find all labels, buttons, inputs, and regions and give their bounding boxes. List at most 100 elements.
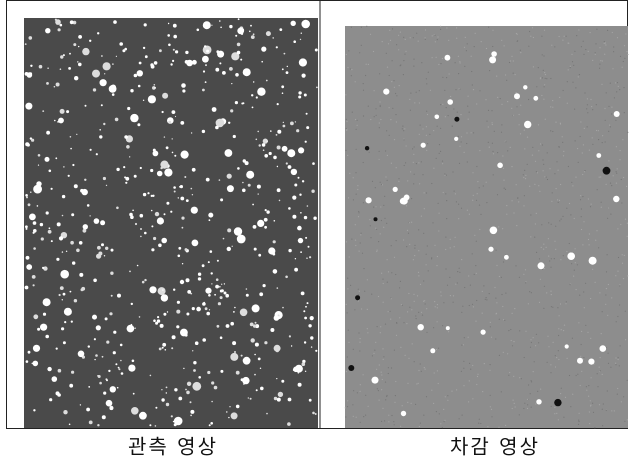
star	[547, 179, 548, 180]
star	[468, 275, 469, 276]
star	[538, 342, 539, 343]
star	[432, 35, 433, 36]
star	[357, 125, 358, 126]
star	[287, 149, 295, 157]
star	[363, 90, 364, 91]
star	[583, 144, 584, 145]
star	[119, 42, 123, 46]
star	[540, 77, 541, 78]
star	[162, 343, 166, 347]
star	[82, 48, 89, 55]
star	[467, 210, 468, 211]
star	[586, 390, 587, 391]
star	[38, 165, 39, 166]
star	[259, 144, 261, 146]
star	[458, 218, 459, 219]
star	[401, 304, 402, 305]
star	[589, 257, 597, 265]
star	[92, 315, 97, 320]
star	[426, 264, 427, 265]
star	[363, 202, 364, 203]
star	[476, 200, 477, 201]
star	[608, 353, 609, 354]
star	[269, 152, 272, 155]
star	[367, 328, 368, 329]
star	[438, 64, 439, 65]
star	[558, 202, 559, 203]
star	[115, 118, 119, 122]
star	[429, 134, 430, 135]
star	[538, 124, 539, 125]
star	[31, 139, 34, 142]
star	[600, 370, 601, 371]
star	[71, 321, 73, 323]
star	[74, 76, 78, 80]
star	[602, 374, 603, 375]
star	[186, 278, 190, 282]
star	[401, 411, 406, 416]
star	[460, 114, 461, 115]
star	[125, 177, 129, 181]
star	[569, 243, 570, 244]
star	[436, 158, 437, 159]
star	[513, 73, 514, 74]
star	[398, 181, 399, 182]
star	[498, 226, 499, 227]
star	[355, 224, 356, 225]
star	[220, 296, 223, 299]
star	[440, 63, 441, 64]
star	[617, 388, 618, 389]
star	[597, 189, 598, 190]
star	[554, 258, 555, 259]
star	[485, 299, 486, 300]
star	[581, 344, 582, 345]
star	[419, 134, 420, 135]
star	[543, 244, 544, 245]
star	[361, 27, 362, 28]
star	[613, 196, 619, 202]
star	[391, 81, 392, 82]
star	[444, 173, 445, 174]
star	[93, 88, 96, 91]
star	[433, 130, 434, 131]
star	[584, 307, 585, 308]
star	[503, 180, 504, 181]
star	[361, 233, 362, 234]
star	[568, 43, 569, 44]
star	[157, 171, 163, 177]
star	[99, 382, 102, 385]
star	[33, 247, 36, 250]
star	[574, 51, 575, 52]
star	[267, 141, 268, 142]
star	[437, 256, 438, 257]
star	[544, 286, 545, 287]
star	[431, 390, 432, 391]
star	[511, 313, 512, 314]
star	[345, 407, 346, 408]
star	[588, 359, 594, 365]
star	[272, 37, 274, 39]
star	[560, 123, 561, 124]
star	[350, 68, 351, 69]
star	[125, 182, 127, 184]
star	[409, 99, 410, 100]
star	[230, 353, 238, 361]
star	[116, 207, 119, 210]
star	[589, 423, 590, 424]
star	[254, 248, 257, 251]
star	[421, 216, 422, 217]
star	[382, 379, 383, 380]
star	[567, 81, 568, 82]
star	[390, 119, 391, 120]
star	[570, 284, 571, 285]
star	[613, 175, 614, 176]
star	[507, 101, 508, 102]
star	[623, 396, 624, 397]
star	[423, 415, 424, 416]
star	[568, 69, 569, 70]
star	[134, 175, 137, 178]
star	[154, 84, 156, 86]
star	[464, 66, 465, 67]
star	[369, 152, 370, 153]
star	[387, 155, 388, 156]
